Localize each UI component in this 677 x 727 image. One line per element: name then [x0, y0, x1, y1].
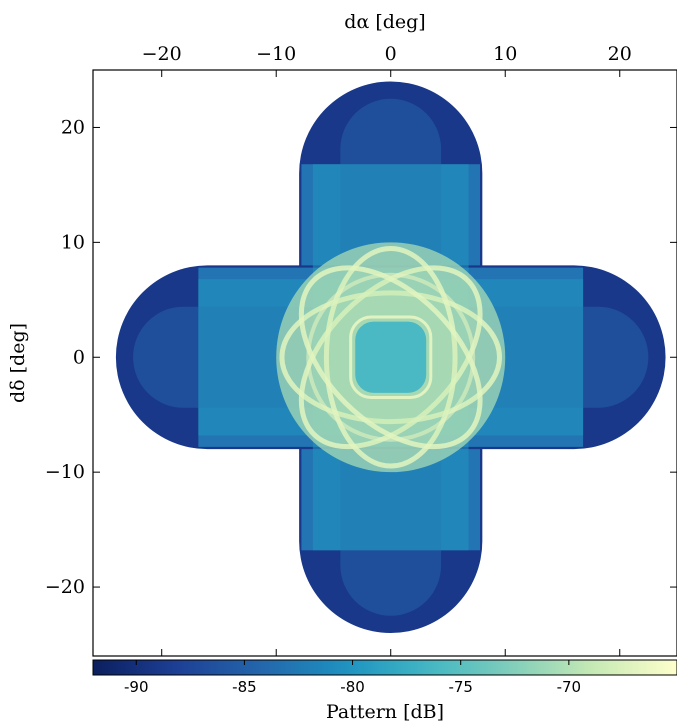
y-tick-label: 20 [61, 116, 85, 138]
central-minimum-rim [349, 315, 433, 399]
y-tick-label: 0 [73, 346, 85, 368]
colorbar-tick-label: -75 [448, 678, 473, 696]
colorbar-tick-label: -85 [232, 678, 257, 696]
colorbar-gradient [92, 659, 677, 676]
heatmap-image [115, 81, 666, 634]
plot-frame [92, 69, 677, 657]
x-tick-label: 20 [608, 43, 632, 65]
colorbar-tick-label: -90 [124, 678, 149, 696]
y-tick-label: −20 [45, 576, 85, 598]
y-tick-label: −10 [45, 461, 85, 483]
y-axis-label: dδ [deg] [7, 323, 29, 403]
plot-area: −20 −10 0 10 20 −20 −10 0 10 20 [45, 43, 677, 657]
colorbar-ticks: -90 -85 -80 -75 -70 [124, 660, 581, 696]
x-axis-ticks: −20 −10 0 10 20 [142, 43, 632, 656]
colorbar: -90 -85 -80 -75 -70 Pattern [dB] [92, 659, 677, 723]
y-axis-ticks: −20 −10 0 10 20 [45, 116, 677, 598]
x-tick-label: 10 [493, 43, 517, 65]
x-axis-label: dα [deg] [344, 11, 425, 33]
x-tick-label: −10 [256, 43, 296, 65]
colorbar-label: Pattern [dB] [326, 701, 444, 723]
beam-pattern [115, 81, 666, 634]
colorbar-tick-label: -70 [557, 678, 582, 696]
colorbar-tick-label: -80 [340, 678, 365, 696]
central-minimum [355, 321, 427, 393]
beam-ring [306, 272, 476, 442]
x-tick-label: 0 [385, 43, 397, 65]
x-tick-label: −20 [142, 43, 182, 65]
y-tick-label: 10 [61, 231, 85, 253]
